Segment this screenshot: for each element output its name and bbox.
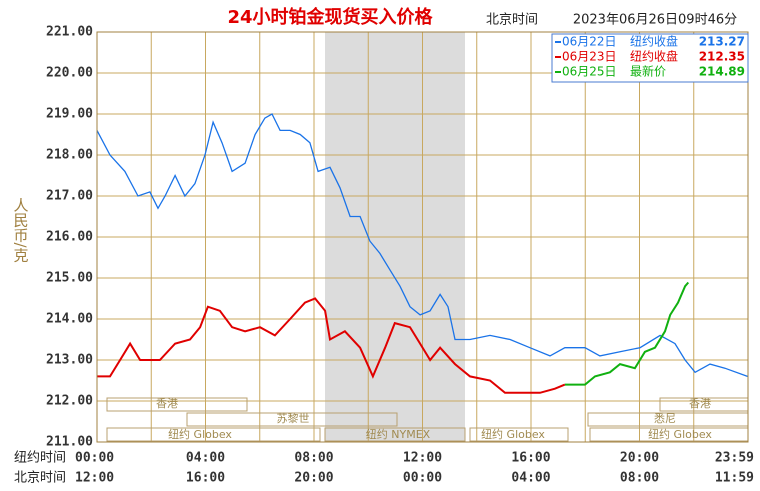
session-label: 纽约 Globex: [648, 427, 712, 441]
legend-status: 最新价: [630, 64, 666, 79]
legend-last: 212.35: [699, 50, 745, 64]
session-label: 香港: [156, 397, 178, 410]
y-tick-label: 214.00: [46, 312, 93, 327]
x-tick-label: 00:00: [75, 451, 114, 466]
x-tick-label-beijing: 04:00: [511, 471, 550, 486]
x-tick-label: 23:59: [715, 451, 754, 466]
price-line: [564, 281, 690, 386]
x-tick-label: 04:00: [186, 451, 225, 466]
chart-title: 24小时铂金现货买入价格: [227, 6, 433, 28]
price-line: [97, 297, 566, 394]
timestamp: 2023年06月26日09时46分: [573, 13, 737, 28]
session-label: 悉尼: [654, 412, 676, 425]
y-tick-label: 212.00: [46, 394, 93, 409]
y-tick-label: 219.00: [46, 107, 93, 122]
x-tick-label-beijing: 11:59: [715, 471, 754, 486]
x-tick-label-beijing: 16:00: [186, 471, 225, 486]
y-tick-label: 218.00: [46, 148, 93, 163]
x-row-label: 纽约时间: [14, 451, 66, 466]
x-tick-label: 08:00: [294, 451, 333, 466]
legend-status: 纽约收盘: [630, 49, 678, 64]
legend-name: 06月22日: [562, 35, 617, 49]
x-tick-label-beijing: 00:00: [403, 471, 442, 486]
y-tick-label: 211.00: [46, 435, 93, 450]
subtitle: 北京时间: [486, 13, 538, 28]
x-tick-label: 12:00: [403, 451, 442, 466]
price-line: [96, 113, 748, 378]
y-tick-label: 216.00: [46, 230, 93, 245]
session-label: 香港: [689, 397, 711, 410]
session-label: 苏黎世: [277, 411, 310, 425]
session-label: 纽约 Globex: [481, 427, 545, 441]
y-tick-label: 220.00: [46, 66, 93, 81]
legend: [551, 33, 749, 83]
y-tick-label: 217.00: [46, 189, 93, 204]
x-row-label: 北京时间: [14, 471, 66, 486]
y-tick-label: 221.00: [46, 25, 93, 40]
legend-name: 06月25日: [562, 65, 617, 79]
session-label: 纽约 NYMEX: [366, 427, 431, 441]
x-tick-label-beijing: 08:00: [620, 471, 659, 486]
x-tick-label: 16:00: [511, 451, 550, 466]
x-tick-label-beijing: 12:00: [75, 471, 114, 486]
x-tick-label-beijing: 20:00: [294, 471, 333, 486]
legend-last: 213.27: [699, 35, 745, 49]
plot-border: [96, 31, 749, 443]
legend-name: 06月23日: [562, 50, 617, 64]
x-tick-label: 20:00: [620, 451, 659, 466]
sessions: 香港 香港 苏黎世 悉尼 纽约 Globex 纽约 NYMEX 纽约 Globe…: [106, 397, 749, 442]
legend-last: 214.89: [699, 65, 745, 79]
y-tick-label: 215.00: [46, 271, 93, 286]
session-label: 纽约 Globex: [168, 427, 232, 441]
y-tick-label: 213.00: [46, 353, 93, 368]
y-axis-title: 人民币/克: [12, 197, 30, 263]
legend-status: 纽约收盘: [630, 34, 678, 49]
